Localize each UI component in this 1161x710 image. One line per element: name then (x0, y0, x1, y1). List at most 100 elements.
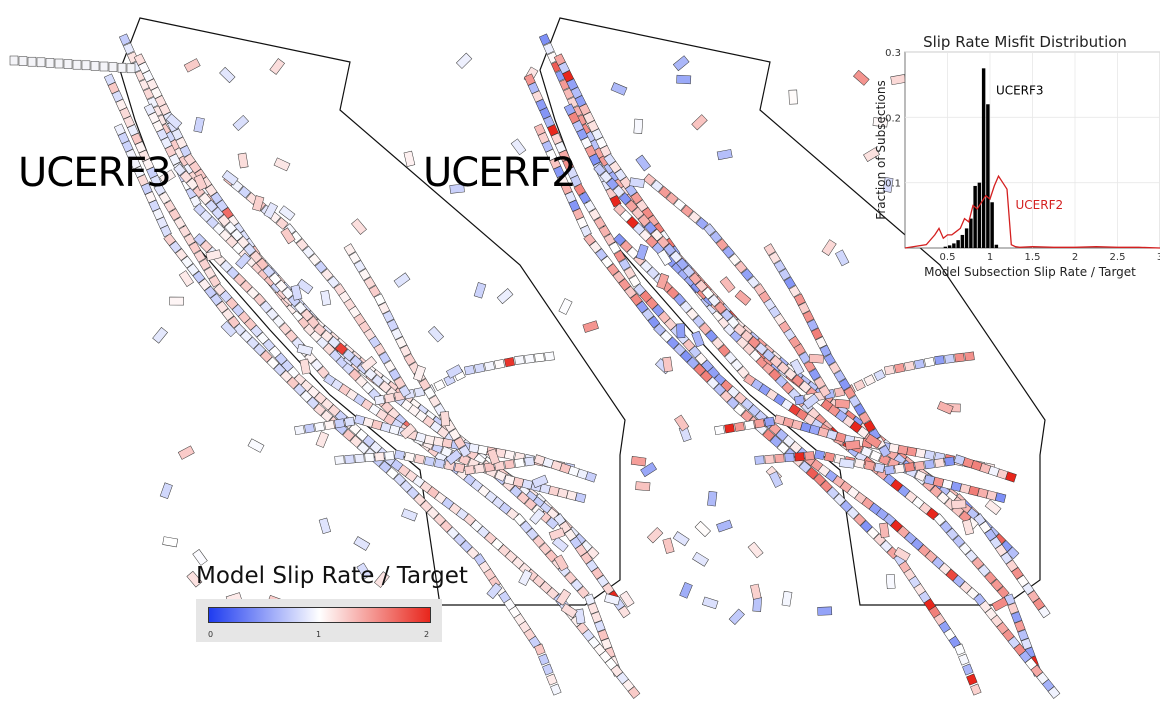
fault-subsection (656, 235, 670, 249)
fault-subsection (269, 58, 285, 75)
fault-subsection (734, 260, 748, 274)
fault-subsection (138, 149, 151, 162)
fault-subsection (568, 111, 580, 125)
fault-subsection (320, 397, 334, 411)
fault-subsection (666, 286, 680, 300)
y-tick-label: 0.2 (885, 113, 901, 124)
fault-subsection (232, 114, 250, 132)
fault-subsection (293, 383, 307, 397)
fault-subsection (964, 351, 975, 362)
fault-subsection (839, 499, 853, 513)
fault-subsection (290, 284, 303, 301)
x-tick-label: 1 (987, 252, 993, 263)
fault-subsection (793, 293, 806, 306)
fault-subsection (555, 588, 572, 606)
fault-subsection (843, 386, 856, 400)
fault-subsection (762, 348, 776, 362)
fault-subsection (966, 673, 978, 686)
fault-subsection (531, 90, 544, 103)
fault-subsection (692, 551, 709, 567)
fault-subsection (175, 248, 188, 261)
fault-subsection (246, 336, 260, 350)
fault-subsection (230, 228, 244, 242)
fault-subsection (788, 89, 798, 105)
fault-subsection (152, 326, 168, 344)
fault-subsection (599, 170, 613, 184)
fault-subsection (252, 195, 265, 212)
fault-subsection (1020, 637, 1033, 650)
fault-subsection (360, 356, 378, 372)
fault-subsection (123, 115, 135, 128)
fault-subsection (527, 81, 540, 95)
chart-title: Slip Rate Misfit Distribution (923, 33, 1127, 51)
fault-subsection (314, 260, 328, 274)
fault-subsection (494, 469, 507, 482)
fault-subsection (423, 386, 436, 400)
fault-subsection (564, 191, 577, 204)
fault-subsection (1005, 471, 1017, 483)
fault-subsection (665, 192, 679, 205)
fault-subsection (719, 389, 733, 403)
fault-subsection (274, 352, 288, 366)
fault-subsection (583, 111, 595, 125)
fault-subsection (362, 434, 376, 448)
fault-subsection (580, 551, 593, 565)
chart-plot-area: 0.5 1 1.5 2 2.5 3 0.1 0.2 0.3 UCERF3 UCERF2 (885, 48, 1160, 263)
fault-subsection (514, 355, 525, 365)
x-tick-label: 2.5 (1110, 252, 1126, 263)
fault-subsection (179, 170, 193, 184)
fault-subsection (584, 145, 597, 158)
fault-subsection (709, 230, 723, 244)
fault-subsection (662, 537, 675, 554)
fault-subsection (433, 379, 446, 392)
fault-subsection (669, 250, 683, 264)
fault-subsection (598, 225, 611, 238)
fault-subsection (944, 456, 955, 467)
fault-subsection (193, 116, 205, 133)
fault-subsection (466, 546, 480, 560)
fault-subsection (423, 456, 436, 467)
x-tick-label: 3 (1157, 252, 1160, 263)
fault-subsection (160, 136, 173, 150)
fault-subsection (924, 550, 938, 563)
ucerf3-fault-map (9, 17, 641, 699)
fault-subsection (730, 358, 744, 372)
fault-subsection (552, 536, 569, 553)
colorbar-title: Model Slip Rate / Target (196, 563, 468, 589)
fault-subsection (625, 184, 638, 197)
fault-subsection (614, 168, 627, 182)
fault-subsection (156, 128, 169, 141)
fault-subsection (853, 513, 867, 527)
fault-subsection (686, 356, 700, 370)
fault-subsection (747, 541, 764, 559)
fault-subsection (474, 362, 486, 374)
fault-subsection (205, 199, 218, 213)
fault-subsection (158, 191, 171, 205)
fault-subsection (148, 199, 161, 212)
fault-subsection (169, 240, 182, 254)
fault-subsection (188, 241, 201, 255)
fault-subsection (186, 263, 200, 276)
fault-subsection (348, 251, 361, 265)
fault-subsection (817, 606, 833, 616)
fault-subsection (140, 182, 153, 195)
fault-subsection (299, 389, 313, 403)
fault-subsection (568, 199, 581, 212)
fault-subsection (962, 663, 974, 676)
fault-subsection (186, 570, 203, 588)
fault-subsection (705, 329, 718, 343)
fault-subsection (538, 542, 552, 556)
ucerf2-fault-map (523, 17, 1061, 699)
fault-subsection (529, 508, 546, 525)
fault-subsection (144, 191, 157, 204)
fault-subsection (853, 458, 866, 469)
fault-subsection (193, 250, 206, 263)
fault-subsection (383, 360, 396, 373)
fault-subsection (970, 683, 982, 696)
fault-subsection (719, 276, 736, 293)
fault-subsection (134, 141, 147, 154)
fault-subsection (178, 270, 194, 287)
colorbar-tick-min: 0 (208, 630, 214, 639)
fault-subsection (36, 57, 46, 68)
fault-subsection (449, 183, 465, 194)
